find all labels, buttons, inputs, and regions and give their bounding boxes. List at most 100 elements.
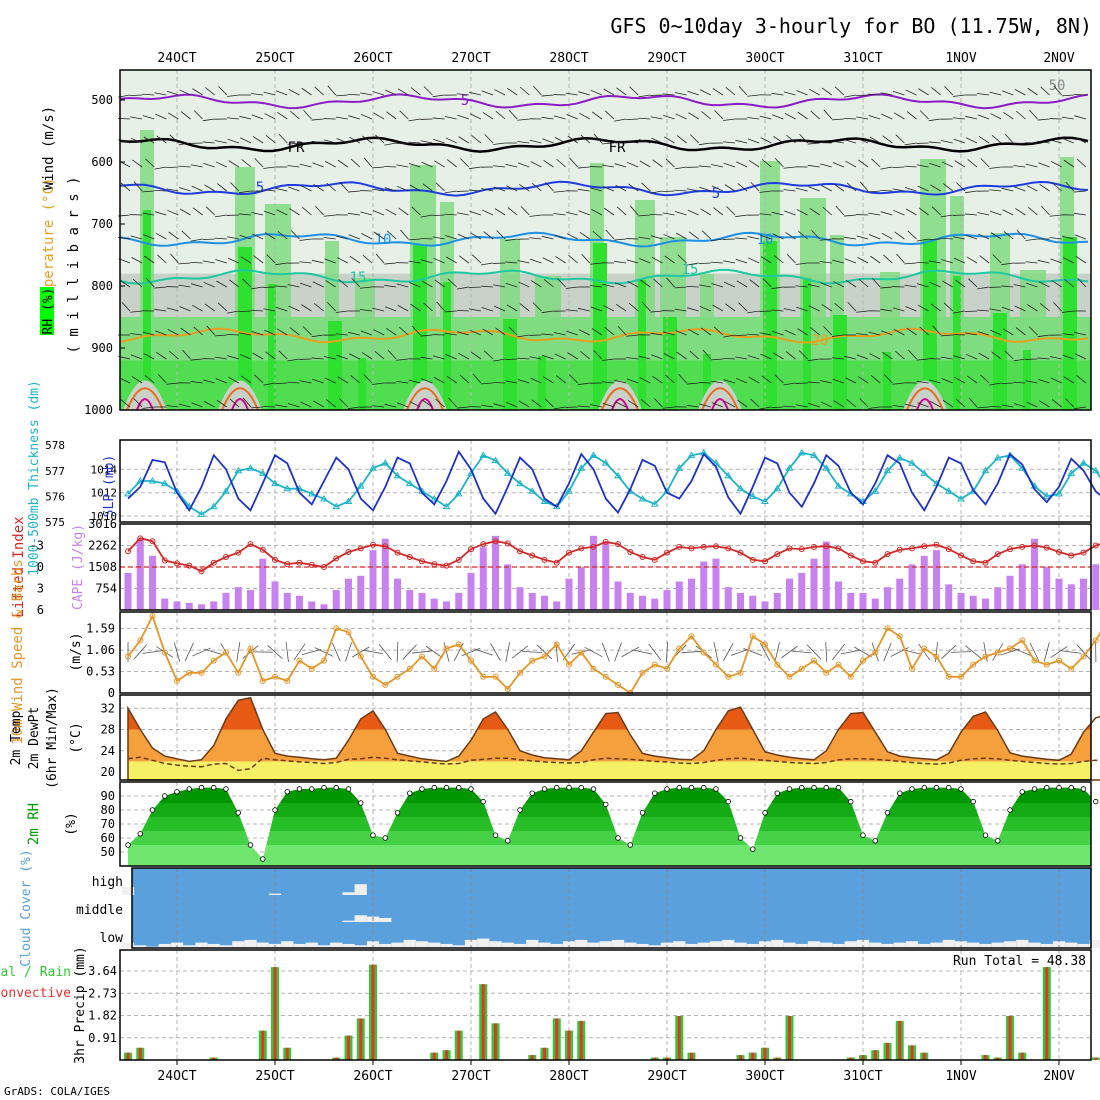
wind-barb (323, 356, 336, 360)
wind-barb (641, 301, 651, 312)
wind-barb (711, 185, 724, 192)
wind-barb (675, 330, 687, 336)
wind-barb (965, 213, 978, 216)
wind-barb (374, 350, 385, 360)
wind-barb (614, 238, 627, 241)
rh-point (848, 798, 854, 805)
wind10-speed-line (127, 613, 1100, 695)
wind-barb (541, 116, 554, 120)
wind10-speed-line-point (137, 637, 144, 644)
wind-barb (1013, 403, 1026, 408)
wind-barb (870, 374, 881, 384)
cloud-low-cell (562, 941, 576, 948)
wind-barb (771, 406, 784, 409)
rh-point (198, 784, 205, 791)
wind-barb (360, 330, 373, 336)
cloud-low-cell (121, 942, 135, 948)
lifted-index-line-point (958, 552, 964, 559)
wind-barb (1039, 183, 1050, 192)
wind-barb (519, 184, 530, 192)
lifted-index-line-point (627, 548, 634, 555)
lifted-index-line-point (651, 556, 658, 563)
wind-barb (688, 112, 699, 120)
cape-bar (749, 595, 757, 610)
wind10-speed-line-point (798, 665, 805, 672)
wind-barb (215, 378, 227, 384)
wind-barb (1051, 280, 1062, 288)
wind10-speed-line-point (517, 669, 523, 676)
wind-barb (686, 262, 699, 266)
date-label-bottom: 2NOV (1043, 1069, 1074, 1084)
wind10-speed-line-point (345, 629, 352, 636)
wind-barb (991, 351, 1002, 360)
rh-point (676, 784, 682, 791)
wind-barb (445, 354, 457, 360)
wind-barb (579, 231, 591, 240)
wind-barb (567, 352, 578, 360)
wind-barb (277, 231, 288, 240)
lifted-index-line-point (860, 558, 866, 565)
wind10-barb (791, 650, 812, 654)
cape-bar (210, 601, 218, 610)
cloud-low-cell (526, 939, 539, 948)
wind-barb (203, 162, 215, 168)
wind-barb (423, 302, 433, 312)
wind-barb (881, 113, 893, 120)
wind-barb (653, 397, 663, 408)
wind-barb (360, 286, 373, 289)
precip-axis-label: 3hr Precip (mm) (73, 946, 88, 1063)
wind-barb (978, 233, 990, 240)
wind-barb (591, 328, 603, 336)
wind-barb (919, 110, 929, 120)
wind-barb (252, 352, 264, 360)
precip-tick-label: 0.91 (88, 1031, 117, 1045)
wind-barb (908, 349, 917, 360)
wind-barb (251, 331, 264, 336)
wind-barb (178, 284, 191, 288)
cloud-low-cell (501, 942, 514, 948)
wind-barb (795, 404, 808, 408)
cloud-middle-cell (354, 915, 367, 922)
wind-barb (287, 142, 300, 145)
wind-barb (457, 331, 469, 336)
precip-conv-bar (1020, 1052, 1024, 1060)
wind-barb (688, 328, 699, 336)
cloud-low-cell (832, 943, 845, 948)
lifted-index-line-point (786, 545, 793, 552)
wind10-speed-line-point (480, 673, 487, 680)
thickness-line-point (479, 451, 488, 458)
cloud-low-cell (783, 942, 796, 948)
wind-barb (602, 402, 615, 408)
wind-barb (1001, 187, 1014, 192)
wind-barb (519, 86, 530, 96)
wind-barb (300, 401, 312, 408)
pressure-tick-label: 800 (91, 279, 113, 293)
wind-barb (190, 261, 203, 264)
wind-barb (384, 306, 397, 312)
cape-bar (161, 598, 169, 610)
wind-barb (735, 214, 748, 218)
wind-barb (386, 327, 397, 336)
wind-barb (556, 278, 566, 288)
temp-label-line2: 2m DewPt (27, 707, 42, 770)
wind10-speed-line-point (1080, 653, 1087, 660)
wind-barb (275, 90, 288, 96)
wind-barb (666, 277, 675, 288)
wind-barb (1040, 86, 1050, 96)
wind-barb (517, 162, 530, 168)
wind-barb (831, 118, 844, 121)
wind-barb (554, 353, 566, 360)
wind-barb (819, 261, 832, 264)
wind10-axis-label: 10m Wind Speed & Barbs (10, 559, 26, 744)
precip-conv-bar (579, 1020, 583, 1060)
lifted-index-line-point (1019, 543, 1026, 550)
lifted-index-line-point (1068, 552, 1075, 559)
wind10-barb (293, 643, 306, 661)
wind-barb (1040, 303, 1050, 312)
wind-barb (845, 377, 857, 384)
wind-barb (773, 255, 784, 264)
wind-barb (881, 232, 893, 240)
wind-barb (396, 381, 409, 384)
wind-barb (940, 334, 953, 337)
rh-point (799, 784, 805, 791)
